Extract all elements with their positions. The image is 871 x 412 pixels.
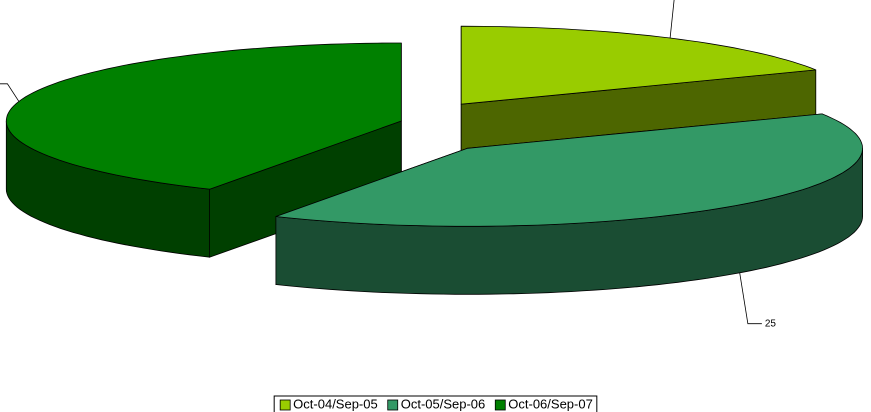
legend-swatch xyxy=(279,399,291,411)
leader-line xyxy=(669,0,675,39)
legend-label: Oct-06/Sep-07 xyxy=(508,396,593,411)
legend-swatch xyxy=(387,399,399,411)
slice xyxy=(5,42,402,258)
leader-line xyxy=(0,83,20,102)
slice xyxy=(275,113,863,295)
legend-swatch xyxy=(494,399,506,411)
legend-box xyxy=(273,395,598,412)
legend: Oct-04/Sep-05 Oct-05/Sep-06 Oct-06/Sep-07 xyxy=(273,395,598,412)
leader-line xyxy=(739,272,762,325)
legend-label: Oct-05/Sep-06 xyxy=(401,396,486,411)
slice-top xyxy=(275,113,863,227)
legend-label: Oct-04/Sep-05 xyxy=(293,396,378,411)
data-label: 25 xyxy=(765,318,777,329)
